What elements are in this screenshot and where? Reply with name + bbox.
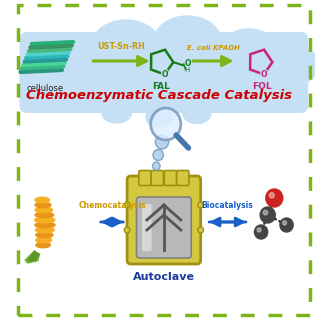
Ellipse shape bbox=[36, 227, 54, 233]
Circle shape bbox=[283, 221, 287, 225]
FancyBboxPatch shape bbox=[139, 171, 151, 186]
Ellipse shape bbox=[35, 217, 55, 223]
Circle shape bbox=[153, 149, 164, 161]
Ellipse shape bbox=[36, 232, 53, 238]
Text: H: H bbox=[185, 67, 190, 73]
Circle shape bbox=[156, 135, 169, 149]
Ellipse shape bbox=[146, 107, 172, 127]
FancyArrowPatch shape bbox=[27, 250, 39, 264]
FancyBboxPatch shape bbox=[127, 176, 201, 264]
Text: Chemocatalysis: Chemocatalysis bbox=[78, 201, 146, 210]
Circle shape bbox=[269, 193, 274, 198]
Ellipse shape bbox=[36, 38, 93, 82]
Circle shape bbox=[263, 210, 268, 215]
Text: O: O bbox=[161, 70, 168, 79]
Text: UST-Sn-RH: UST-Sn-RH bbox=[98, 42, 145, 51]
Ellipse shape bbox=[183, 102, 211, 124]
FancyBboxPatch shape bbox=[151, 171, 164, 186]
Text: Biocatalysis: Biocatalysis bbox=[201, 201, 253, 210]
Text: O: O bbox=[260, 70, 267, 79]
Ellipse shape bbox=[101, 101, 132, 123]
Circle shape bbox=[198, 202, 204, 208]
Ellipse shape bbox=[36, 237, 52, 243]
Ellipse shape bbox=[36, 242, 50, 248]
Ellipse shape bbox=[35, 202, 51, 208]
Text: Chemoenzymatic Cascade Catalysis: Chemoenzymatic Cascade Catalysis bbox=[26, 89, 292, 101]
Ellipse shape bbox=[154, 16, 221, 68]
Ellipse shape bbox=[35, 222, 55, 228]
Ellipse shape bbox=[35, 207, 52, 213]
FancyBboxPatch shape bbox=[142, 204, 152, 251]
Circle shape bbox=[124, 202, 130, 208]
Circle shape bbox=[151, 108, 181, 140]
Circle shape bbox=[153, 162, 160, 170]
FancyArrowPatch shape bbox=[31, 252, 40, 262]
Circle shape bbox=[280, 218, 293, 232]
Text: O: O bbox=[185, 59, 191, 68]
Text: Autoclave: Autoclave bbox=[133, 272, 195, 282]
Circle shape bbox=[198, 227, 204, 233]
Circle shape bbox=[257, 228, 261, 232]
Text: FAL: FAL bbox=[152, 82, 170, 91]
FancyBboxPatch shape bbox=[20, 32, 308, 113]
Ellipse shape bbox=[35, 197, 49, 203]
FancyArrowPatch shape bbox=[33, 252, 40, 262]
FancyBboxPatch shape bbox=[177, 171, 189, 186]
Ellipse shape bbox=[273, 46, 319, 84]
Text: cellulose: cellulose bbox=[27, 84, 64, 93]
Circle shape bbox=[254, 225, 268, 239]
FancyArrowPatch shape bbox=[24, 250, 38, 264]
FancyArrowPatch shape bbox=[29, 251, 39, 263]
Circle shape bbox=[124, 227, 130, 233]
Ellipse shape bbox=[220, 29, 278, 75]
Circle shape bbox=[260, 207, 275, 223]
FancyBboxPatch shape bbox=[164, 171, 177, 186]
Ellipse shape bbox=[35, 212, 54, 218]
Text: FOL: FOL bbox=[252, 82, 272, 91]
Text: E. coli KPADH: E. coli KPADH bbox=[187, 45, 239, 51]
FancyBboxPatch shape bbox=[137, 197, 191, 258]
Ellipse shape bbox=[92, 20, 160, 70]
Circle shape bbox=[266, 189, 283, 207]
